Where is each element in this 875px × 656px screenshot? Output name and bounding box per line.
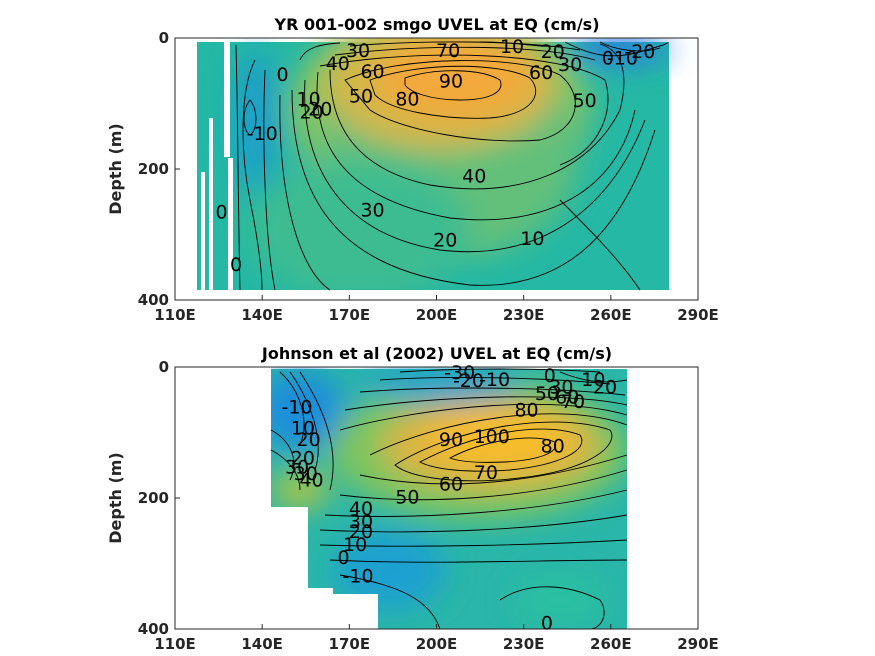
bottom-x-tick-label: 260E (590, 635, 632, 653)
top-contour-label: 20 (541, 41, 565, 63)
top-field (197, 38, 670, 300)
top-contour-label: 20 (433, 230, 457, 252)
top-x-tick-label: 170E (329, 306, 371, 324)
bottom-contours (270, 368, 628, 629)
top-panel: YR 001-002 smgo UVEL at EQ (cm/s) (106, 15, 719, 324)
bottom-x-tick-label: 200E (416, 635, 458, 653)
bottom-contour-label: 70 (561, 391, 585, 413)
bottom-contour-label: 30 (294, 463, 318, 485)
bottom-x-tick-label: 290E (677, 635, 719, 653)
bottom-contour-label: -20 (453, 370, 484, 392)
bottom-x-tick-label: 140E (241, 635, 283, 653)
top-contour-label: 80 (395, 88, 419, 110)
bottom-contour-label: 30 (349, 511, 373, 533)
top-contour-label: 20 (299, 101, 323, 123)
top-contour-label: 0 (230, 254, 242, 276)
bottom-contour-label: 90 (439, 429, 463, 451)
top-x-axis: 110E 140E 170E 200E 230E 260E 290E (154, 295, 719, 324)
top-contour-label: 0 (602, 48, 614, 70)
bottom-y-tick-label: 400 (138, 620, 169, 638)
bottom-contour-label: 50 (395, 487, 419, 509)
bottom-contour-label: 20 (297, 429, 321, 451)
bottom-contour-label: -10 (479, 369, 510, 391)
bottom-contour-label: 10 (291, 417, 315, 439)
bottom-y-axis-label: Depth (m) (106, 452, 125, 544)
top-x-tick-label: 110E (154, 306, 196, 324)
top-contour-label: 50 (573, 90, 597, 112)
bottom-contour-label: 10 (581, 369, 605, 391)
bottom-y-tick-label: 0 (159, 358, 169, 376)
top-y-axis-label: Depth (m) (106, 123, 125, 215)
bottom-contour-label: 10 (343, 534, 367, 556)
bottom-contour-label: -30 (444, 362, 475, 384)
top-contour-label: 30 (346, 40, 370, 62)
top-contour-label: 60 (529, 62, 553, 84)
top-x-tick-label: 260E (590, 306, 632, 324)
bottom-contour-label: 80 (541, 436, 565, 458)
bottom-y-axis: 0 200 400 (138, 358, 180, 638)
bottom-x-axis: 110E 140E 170E 200E 230E 260E 290E (154, 624, 719, 653)
bottom-contour-label: -10 (282, 396, 313, 418)
top-contour-label: -20 (624, 41, 655, 63)
top-contour-label: 0 (276, 64, 288, 86)
bottom-contour-label: 0 (541, 612, 553, 634)
top-contour-label: 10 (500, 36, 524, 58)
bottom-x-tick-label: 170E (329, 635, 371, 653)
bottom-panel: Johnson et al (2002) UVEL at EQ (cm/s) (106, 344, 719, 653)
bottom-x-tick-label: 110E (154, 635, 196, 653)
top-x-tick-label: 140E (241, 306, 283, 324)
top-y-tick-label: 200 (138, 160, 169, 178)
bottom-contour-label: 40 (349, 498, 373, 520)
bottom-title: Johnson et al (2002) UVEL at EQ (cm/s) (261, 344, 612, 363)
bottom-contour-label: 70 (474, 462, 498, 484)
top-contour-label: 30 (360, 200, 384, 222)
top-contour-label: 90 (439, 71, 463, 93)
top-contour-label: 10 (297, 88, 321, 110)
bottom-contour-label: 60 (555, 386, 579, 408)
bottom-contour-label: 80 (514, 400, 538, 422)
top-x-tick-label: 200E (416, 306, 458, 324)
top-contour-label: 30 (558, 54, 582, 76)
top-contour-label: 60 (360, 61, 384, 83)
top-x-tick-label: 290E (677, 306, 719, 324)
bottom-y-tick-label: 200 (138, 489, 169, 507)
top-contours (235, 41, 669, 291)
bottom-contour-label: 20 (291, 447, 315, 469)
top-contour-label: 10 (520, 228, 544, 250)
bottom-contour-label: 50 (535, 383, 559, 405)
top-y-tick-label: 400 (138, 291, 169, 309)
bottom-contour-label: -10 (343, 565, 374, 587)
bottom-contour-label: 20 (593, 377, 617, 399)
bottom-contour-label: 0 (544, 365, 556, 387)
top-x-tick-label: 230E (503, 306, 545, 324)
top-contour-label: 40 (326, 53, 350, 75)
bottom-contour-label: 20 (349, 521, 373, 543)
bottom-contour-label: 30 (285, 457, 309, 479)
top-contour-label: 20 (308, 99, 332, 121)
top-contour-label: 70 (436, 40, 460, 62)
top-y-tick-label: 0 (159, 29, 169, 47)
top-contour-label: -10 (607, 48, 638, 70)
bottom-contour-label: 30 (549, 377, 573, 399)
bottom-x-tick-label: 230E (503, 635, 545, 653)
top-contour-label: 50 (349, 86, 373, 108)
top-title: YR 001-002 smgo UVEL at EQ (cm/s) (273, 15, 599, 34)
top-contour-label: 40 (462, 166, 486, 188)
bottom-contour-label: 60 (439, 474, 463, 496)
bottom-contour-label: 100 (474, 426, 510, 448)
bottom-contour-label: 40 (299, 470, 323, 492)
bottom-contour-label: 0 (337, 547, 349, 569)
top-contour-label: -10 (247, 123, 278, 145)
top-contour-label: 0 (215, 202, 227, 224)
top-y-axis: 0 200 400 (138, 29, 180, 309)
